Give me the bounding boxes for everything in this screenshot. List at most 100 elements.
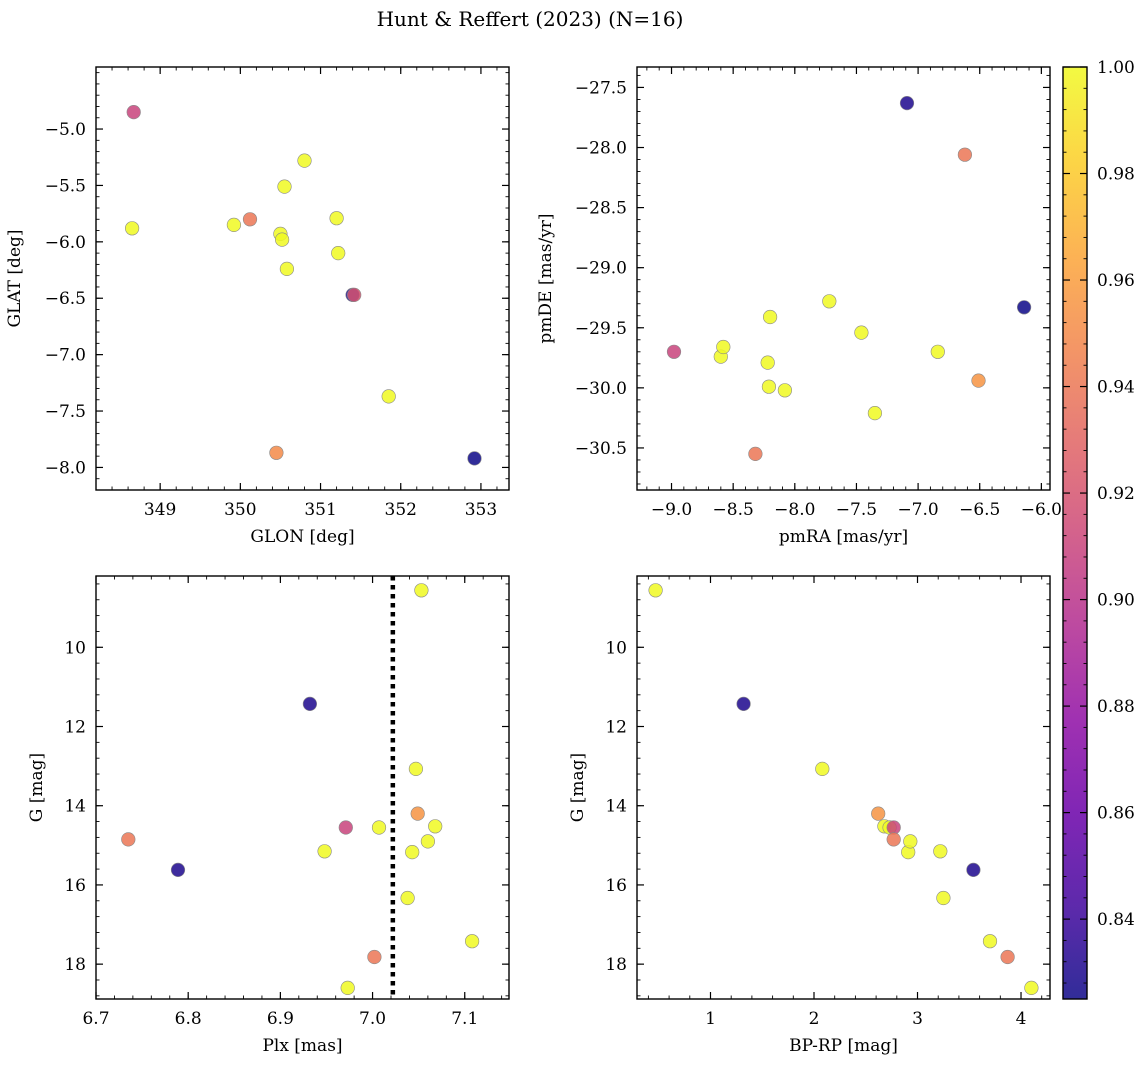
y-tick-label: −6.0: [45, 233, 86, 253]
colorbar-tick-label: 0.98: [1097, 165, 1135, 185]
x-tick-label: −8.0: [774, 500, 815, 520]
y-tick-label: −5.5: [45, 176, 86, 196]
data-point: [648, 583, 663, 598]
y-tick-label: 12: [64, 718, 86, 738]
x-tick-label: 7.0: [359, 1009, 386, 1029]
y-tick-label: 16: [605, 876, 627, 896]
y-tick-label: −29.0: [575, 259, 627, 279]
colorbar-gradient: [1063, 67, 1087, 999]
colorbar-tick-label: 0.92: [1097, 484, 1135, 504]
colorbar-tick-label: 0.88: [1097, 697, 1135, 717]
data-point: [716, 339, 731, 355]
data-point: [420, 834, 436, 849]
data-point: [1000, 949, 1015, 965]
points: [666, 95, 1032, 462]
x-axis-label: Plx [mas]: [262, 1036, 342, 1056]
y-tick-label: −8.0: [45, 458, 86, 478]
y-tick-label: 10: [605, 638, 627, 658]
data-point: [170, 862, 186, 878]
data-point: [465, 934, 480, 949]
colorbar-tick-label: 0.86: [1097, 804, 1135, 824]
data-point: [408, 761, 424, 777]
x-tick-label: 6.9: [267, 1009, 294, 1029]
data-point: [760, 355, 775, 370]
colorbar-frame: [1062, 66, 1088, 1000]
data-point: [405, 844, 420, 860]
y-tick-label: −7.0: [45, 346, 86, 366]
x-tick-label: 1: [705, 1009, 716, 1029]
y-tick-label: −6.5: [45, 289, 86, 309]
data-point: [121, 832, 136, 847]
data-point: [302, 696, 318, 712]
data-point: [269, 445, 284, 460]
y-tick-label: −27.5: [575, 78, 627, 98]
data-point: [279, 261, 295, 277]
data-point: [277, 179, 292, 194]
data-point: [297, 153, 312, 168]
data-point: [1024, 980, 1039, 996]
x-tick-label: 349: [144, 500, 176, 520]
data-point: [871, 806, 886, 821]
x-tick-label: −7.0: [897, 500, 938, 520]
x-tick-label: −6.5: [959, 500, 1000, 520]
data-point: [414, 583, 429, 598]
data-point: [815, 761, 830, 777]
data-point: [329, 211, 344, 226]
y-axis-label: G [mag]: [568, 753, 588, 822]
data-point: [822, 294, 837, 309]
data-point: [903, 834, 918, 849]
plot-pmra-pmde: −9.0 −8.5 −8.0 −7.5 −7.0 −6.5 −6.0 −27.5 −28.0 −2…: [536, 66, 1062, 547]
data-point: [867, 406, 883, 421]
data-point: [748, 446, 763, 462]
x-tick-label: 6.7: [82, 1009, 109, 1029]
axes-frame: [95, 66, 510, 491]
y-tick-label: 16: [64, 876, 86, 896]
plot-glon-glat: 349 350 351 352 353 −5.0 −5.5 −6.0 −6.5 −7.0 −7.5 −…: [5, 66, 510, 547]
x-tick-label: −7.5: [836, 500, 877, 520]
data-point: [340, 980, 355, 996]
plot-plx-gmag: 6.7 6.8 6.9 7.0 7.1 10 12 14 16 18 Plx [mas] G [mag…: [27, 575, 510, 1056]
y-tick-label: −28.0: [575, 139, 627, 159]
x-tick-label: −8.5: [713, 500, 754, 520]
data-point: [777, 383, 793, 398]
y-tick-label: 12: [605, 718, 627, 738]
axes-frame: [636, 66, 1051, 491]
data-point: [761, 379, 777, 394]
colorbar-tick-label: 0.96: [1097, 271, 1135, 291]
data-point: [467, 451, 482, 466]
x-tick-label: 6.8: [175, 1009, 202, 1029]
points: [125, 104, 482, 466]
data-point: [126, 104, 141, 120]
data-point: [338, 820, 353, 835]
data-point: [242, 212, 258, 227]
colorbar: 0.84 0.86 0.88 0.90 0.92 0.94 0.96 0.98 1.00: [1062, 58, 1135, 1000]
data-point: [371, 820, 387, 835]
data-point: [762, 309, 778, 325]
x-tick-label: −9.0: [651, 500, 692, 520]
x-tick-label: −6.0: [1021, 500, 1062, 520]
data-point: [957, 147, 973, 162]
data-point: [381, 389, 396, 404]
y-axis-label: G [mag]: [27, 753, 47, 822]
y-tick-label: −29.5: [575, 319, 627, 339]
data-point: [982, 934, 998, 949]
y-tick-label: 10: [64, 638, 86, 658]
x-tick-label: 353: [465, 500, 497, 520]
data-point: [410, 806, 425, 821]
data-point: [1016, 300, 1032, 315]
data-point: [854, 325, 869, 340]
x-tick-label: 4: [1016, 1009, 1027, 1029]
colorbar-tick-label: 0.90: [1097, 591, 1135, 611]
data-point: [275, 232, 290, 247]
x-tick-label: 351: [304, 500, 336, 520]
data-point: [886, 832, 901, 847]
colorbar-tick-label: 0.94: [1097, 378, 1135, 398]
y-tick-label: −5.0: [45, 120, 86, 140]
axes-frame: [95, 575, 510, 1000]
data-point: [331, 246, 346, 261]
data-point: [736, 696, 751, 712]
data-point: [933, 844, 948, 859]
y-tick-label: −30.0: [575, 379, 627, 399]
